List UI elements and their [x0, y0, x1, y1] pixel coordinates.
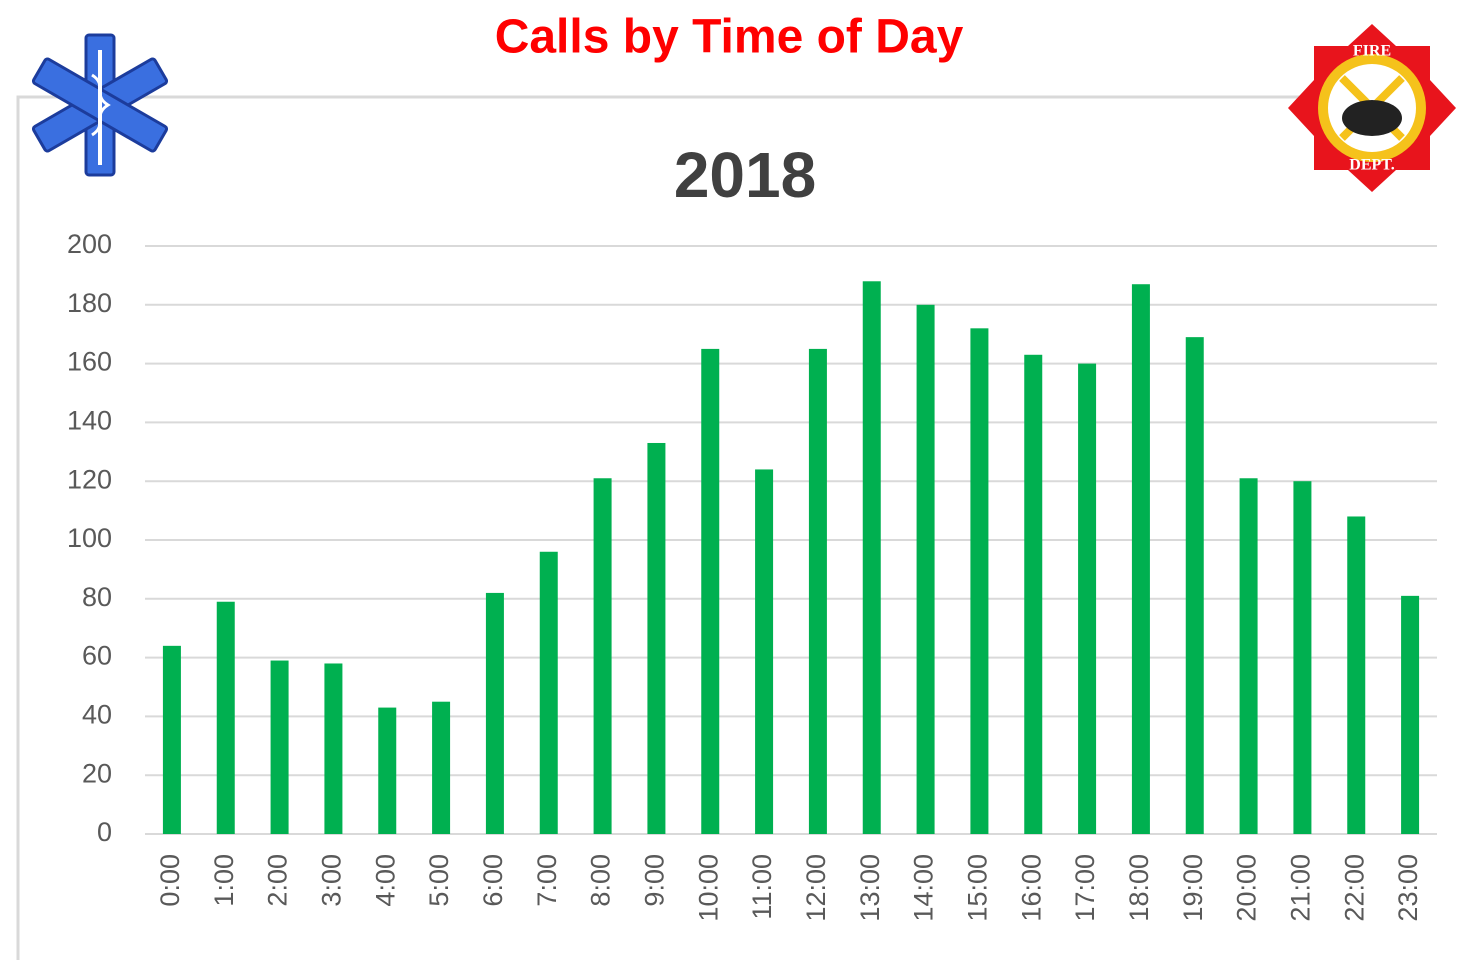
bar	[1078, 363, 1097, 834]
chart-frame	[16, 95, 1440, 960]
bar	[485, 592, 504, 834]
bar	[378, 707, 397, 834]
bar	[593, 478, 612, 834]
bar	[270, 660, 289, 834]
y-tick-label: 180	[67, 288, 112, 318]
y-tick-label: 140	[67, 406, 112, 436]
bar	[216, 601, 235, 834]
x-tick-label: 1:00	[209, 854, 239, 907]
y-tick-label: 60	[82, 641, 112, 671]
x-tick-label: 4:00	[370, 854, 400, 907]
bar	[808, 348, 827, 834]
bar	[1347, 516, 1366, 834]
bar	[1293, 481, 1312, 834]
x-tick-label: 2:00	[263, 854, 293, 907]
y-tick-label: 0	[97, 817, 112, 847]
x-tick-label: 23:00	[1393, 854, 1423, 922]
y-tick-label: 80	[82, 582, 112, 612]
x-tick-label: 18:00	[1124, 854, 1154, 922]
x-tick-label: 3:00	[317, 854, 347, 907]
x-tick-label: 19:00	[1178, 854, 1208, 922]
x-tick-label: 16:00	[1016, 854, 1046, 922]
y-tick-label: 200	[67, 229, 112, 259]
bar	[432, 701, 451, 834]
bar	[862, 281, 881, 834]
x-tick-label: 15:00	[963, 854, 993, 922]
x-tick-label: 7:00	[532, 854, 562, 907]
bar	[162, 645, 181, 834]
bar	[324, 663, 343, 834]
y-tick-label: 120	[67, 464, 112, 494]
x-tick-label: 20:00	[1232, 854, 1262, 922]
x-tick-label: 17:00	[1070, 854, 1100, 922]
y-tick-label: 100	[67, 523, 112, 553]
bar	[1401, 595, 1420, 834]
x-tick-label: 10:00	[693, 854, 723, 922]
bar	[916, 304, 935, 834]
x-tick-label: 0:00	[155, 854, 185, 907]
bar	[539, 551, 558, 834]
bar	[701, 348, 720, 834]
chart-subtitle: 2018	[674, 139, 816, 211]
y-tick-label: 160	[67, 347, 112, 377]
bar	[1131, 284, 1150, 835]
bar	[1239, 478, 1258, 834]
badge-top-text: FIRE	[1353, 43, 1391, 60]
bar	[647, 442, 666, 834]
x-tick-label: 13:00	[855, 854, 885, 922]
x-tick-label: 21:00	[1286, 854, 1316, 922]
bar	[970, 328, 989, 834]
x-tick-label: 6:00	[478, 854, 508, 907]
x-tick-label: 14:00	[909, 854, 939, 922]
bar	[1185, 337, 1204, 834]
y-tick-label: 20	[82, 758, 112, 788]
page-title: Calls by Time of Day	[495, 11, 964, 64]
star-of-life-icon	[31, 33, 169, 177]
x-tick-label: 11:00	[747, 854, 777, 920]
x-tick-label: 9:00	[640, 854, 670, 907]
bar	[755, 469, 774, 834]
fire-dept-badge: FIRE DEPT.	[1288, 24, 1456, 192]
bar	[1024, 354, 1043, 834]
x-tick-label: 22:00	[1339, 854, 1369, 922]
badge-bottom-text: DEPT.	[1349, 157, 1394, 174]
x-tick-label: 8:00	[586, 854, 616, 907]
x-tick-label: 12:00	[801, 854, 831, 922]
y-tick-label: 40	[82, 700, 112, 730]
x-tick-label: 5:00	[424, 854, 454, 907]
